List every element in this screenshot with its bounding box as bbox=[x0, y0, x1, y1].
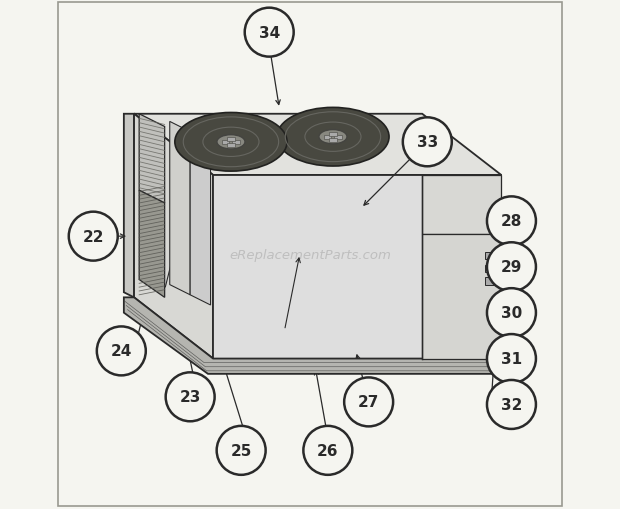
Bar bbox=[228, 144, 234, 148]
Bar bbox=[329, 132, 337, 136]
Text: 34: 34 bbox=[259, 25, 280, 41]
Text: 28: 28 bbox=[501, 214, 522, 229]
Polygon shape bbox=[170, 122, 190, 295]
Polygon shape bbox=[139, 191, 165, 298]
Bar bbox=[334, 135, 342, 139]
Bar bbox=[232, 140, 239, 145]
Polygon shape bbox=[134, 115, 213, 359]
Text: 29: 29 bbox=[501, 260, 522, 275]
Polygon shape bbox=[422, 176, 501, 234]
Polygon shape bbox=[139, 115, 165, 204]
Bar bbox=[485, 252, 494, 260]
Text: 31: 31 bbox=[501, 351, 522, 366]
Polygon shape bbox=[213, 176, 501, 359]
Bar bbox=[228, 137, 234, 142]
Text: 26: 26 bbox=[317, 443, 339, 458]
Polygon shape bbox=[190, 132, 211, 305]
Polygon shape bbox=[124, 115, 134, 298]
Ellipse shape bbox=[175, 114, 287, 172]
Text: 33: 33 bbox=[417, 135, 438, 150]
Circle shape bbox=[403, 118, 452, 167]
Circle shape bbox=[487, 380, 536, 429]
Circle shape bbox=[166, 373, 215, 421]
Text: 24: 24 bbox=[110, 344, 132, 359]
Ellipse shape bbox=[277, 108, 389, 167]
Text: 32: 32 bbox=[501, 397, 522, 412]
Circle shape bbox=[487, 334, 536, 383]
Bar bbox=[485, 278, 494, 285]
Text: 23: 23 bbox=[179, 389, 201, 405]
Circle shape bbox=[303, 426, 352, 475]
Circle shape bbox=[344, 378, 393, 427]
Ellipse shape bbox=[319, 130, 347, 145]
Ellipse shape bbox=[217, 135, 245, 150]
Circle shape bbox=[245, 9, 294, 58]
Text: 22: 22 bbox=[82, 229, 104, 244]
Circle shape bbox=[97, 327, 146, 376]
Circle shape bbox=[69, 212, 118, 261]
Polygon shape bbox=[134, 115, 501, 176]
Polygon shape bbox=[422, 234, 501, 359]
Polygon shape bbox=[124, 298, 501, 374]
Bar bbox=[223, 140, 229, 145]
Circle shape bbox=[487, 197, 536, 246]
Text: 27: 27 bbox=[358, 394, 379, 410]
Text: eReplacementParts.com: eReplacementParts.com bbox=[229, 248, 391, 261]
Circle shape bbox=[487, 243, 536, 292]
Bar bbox=[485, 265, 494, 272]
Text: 30: 30 bbox=[501, 305, 522, 321]
Circle shape bbox=[216, 426, 265, 475]
Bar bbox=[324, 135, 332, 139]
Circle shape bbox=[487, 289, 536, 337]
Text: 25: 25 bbox=[231, 443, 252, 458]
Bar bbox=[329, 138, 337, 143]
